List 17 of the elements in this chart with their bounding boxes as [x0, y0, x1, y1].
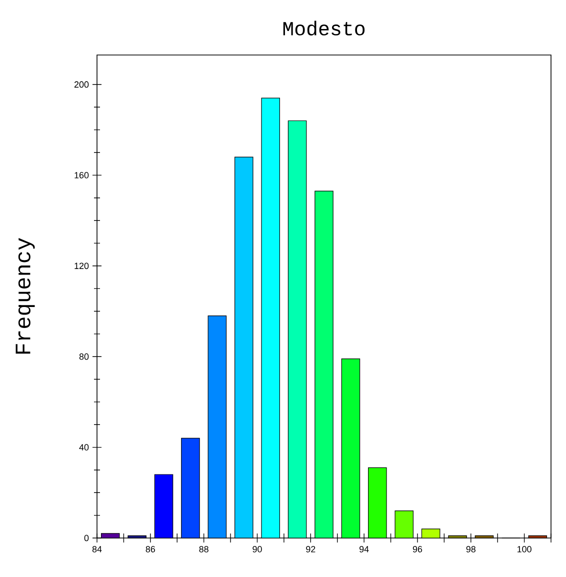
y-tick-label: 200	[74, 81, 89, 88]
y-axis-title: Frequency	[16, 238, 35, 354]
x-tick-label: 88	[199, 546, 208, 552]
x-tick-label: 96	[412, 546, 422, 552]
y-tick-label: 120	[74, 262, 89, 270]
x-tick-label: 86	[146, 546, 156, 552]
y-tick-label: 160	[74, 172, 89, 178]
y-tick-label: 0	[84, 534, 89, 542]
x-tick-label: 90	[252, 546, 262, 552]
chart-title: Modesto	[283, 20, 365, 36]
x-tick-label: 100	[518, 546, 532, 552]
y-tick-label: 40	[79, 444, 89, 450]
x-tick-label: 94	[360, 546, 369, 552]
x-tick-label: 84	[92, 546, 102, 552]
x-tick-label: 98	[466, 546, 476, 552]
x-tick-label: 92	[306, 546, 316, 552]
y-tick-label: 80	[79, 353, 89, 360]
